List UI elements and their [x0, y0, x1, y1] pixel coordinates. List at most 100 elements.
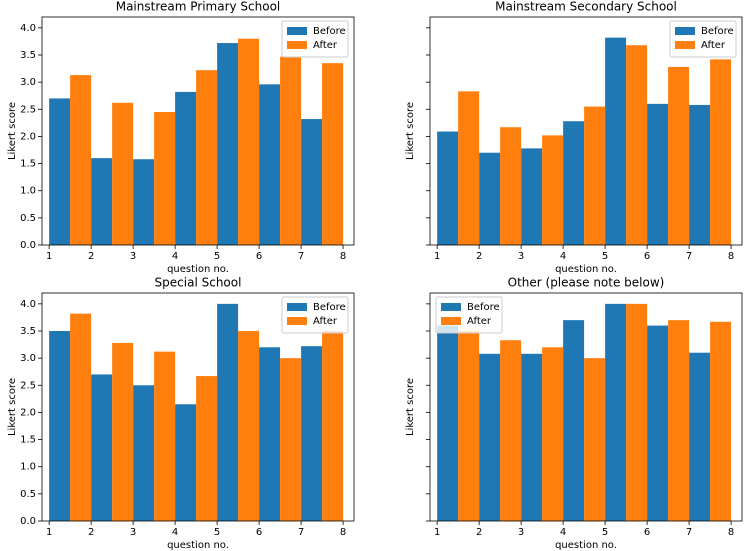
bar: [626, 303, 648, 521]
x-tick-label: 1: [434, 251, 440, 262]
legend-label: Before: [313, 302, 346, 313]
y-tick-label: 0.5: [20, 213, 36, 224]
bar: [217, 303, 239, 521]
bar: [49, 331, 71, 521]
y-axis-label: Likert score: [7, 102, 18, 160]
legend-label: After: [701, 40, 726, 51]
y-tick-label: 3.5: [20, 326, 36, 337]
x-tick-label: 4: [172, 251, 178, 262]
bar: [647, 325, 669, 521]
bar: [479, 152, 501, 245]
y-tick-label: 2.0: [20, 407, 36, 418]
bar: [521, 148, 543, 245]
y-axis-label: Likert score: [405, 378, 416, 436]
bar: [154, 351, 176, 521]
bar: [605, 303, 627, 521]
bar: [154, 112, 176, 245]
x-tick-label: 5: [602, 251, 608, 262]
bar: [259, 84, 281, 245]
x-tick-label: 8: [340, 251, 346, 262]
x-axis-label: question no.: [167, 540, 229, 551]
bar: [322, 63, 344, 246]
y-tick-label: 1.5: [20, 435, 36, 446]
bar: [605, 37, 627, 245]
subplot: 1 2 3 4 5 6 7 8 0.0 0.5 1.0 1.5 2.0 2.5 3.0 3.5 4.0 Mains…: [7, 0, 355, 275]
bar: [238, 38, 260, 245]
legend-label: After: [313, 316, 338, 327]
y-tick-label: 3.0: [20, 353, 36, 364]
bar: [647, 103, 669, 245]
x-tick-label: 5: [214, 527, 220, 538]
subplot-title: Special School: [155, 276, 242, 290]
y-tick-label: 1.5: [20, 159, 36, 170]
bar: [437, 131, 459, 245]
x-tick-label: 8: [728, 251, 734, 262]
legend-swatch: [675, 27, 695, 35]
y-tick-label: 0.0: [20, 240, 36, 251]
x-tick-label: 2: [476, 527, 482, 538]
bar: [584, 106, 606, 245]
bar: [668, 66, 690, 245]
x-tick-label: 1: [46, 251, 52, 262]
bar: [689, 104, 711, 245]
x-tick-label: 3: [518, 527, 524, 538]
x-axis-label: question no.: [555, 540, 617, 551]
bar: [238, 331, 260, 521]
subplot-title: Mainstream Primary School: [116, 0, 281, 14]
bar: [668, 320, 690, 521]
axes-frame: [41, 292, 355, 522]
bar: [458, 91, 480, 245]
y-tick-label: 2.0: [20, 131, 36, 142]
bar: [322, 331, 344, 521]
y-axis-label: Likert score: [405, 102, 416, 160]
x-axis-label: question no.: [167, 264, 229, 275]
bar: [584, 358, 606, 521]
x-tick-label: 8: [728, 527, 734, 538]
bar: [542, 347, 564, 521]
x-tick-label: 2: [476, 251, 482, 262]
legend-swatch: [287, 41, 307, 49]
x-axis-label: question no.: [555, 264, 617, 275]
y-tick-label: 3.5: [20, 50, 36, 61]
bar: [500, 127, 522, 245]
bar: [175, 91, 197, 246]
bar: [542, 135, 564, 245]
y-axis-label: Likert score: [7, 378, 18, 436]
x-tick-label: 5: [214, 251, 220, 262]
bar: [112, 102, 134, 246]
bar: [70, 75, 92, 245]
legend-swatch: [287, 303, 307, 311]
x-tick-label: 7: [686, 527, 692, 538]
axes-frame: [41, 16, 355, 246]
bar: [280, 56, 302, 245]
axes-frame: [429, 16, 743, 246]
x-tick-label: 1: [46, 527, 52, 538]
x-tick-label: 6: [256, 527, 262, 538]
y-tick-label: 3.0: [20, 77, 36, 88]
bar: [521, 353, 543, 521]
bar: [217, 43, 239, 245]
y-tick-label: 4.0: [20, 299, 36, 310]
x-tick-label: 1: [434, 527, 440, 538]
legend-label: Before: [313, 26, 346, 37]
x-tick-label: 7: [686, 251, 692, 262]
x-tick-label: 2: [88, 251, 94, 262]
subplot-title: Mainstream Secondary School: [495, 0, 677, 14]
bar: [49, 98, 71, 245]
bar: [196, 376, 218, 521]
x-tick-label: 6: [644, 527, 650, 538]
y-tick-label: 4.0: [20, 23, 36, 34]
bar: [437, 325, 459, 521]
y-tick-label: 1.0: [20, 186, 36, 197]
y-tick-label: 2.5: [20, 380, 36, 391]
x-tick-label: 3: [518, 251, 524, 262]
x-tick-label: 4: [560, 527, 566, 538]
subplot-title: Other (please note below): [508, 276, 665, 290]
x-tick-label: 2: [88, 527, 94, 538]
y-tick-label: 0.0: [20, 516, 36, 527]
x-tick-label: 7: [298, 251, 304, 262]
bar: [689, 352, 711, 521]
x-tick-label: 8: [340, 527, 346, 538]
bar: [563, 121, 585, 245]
